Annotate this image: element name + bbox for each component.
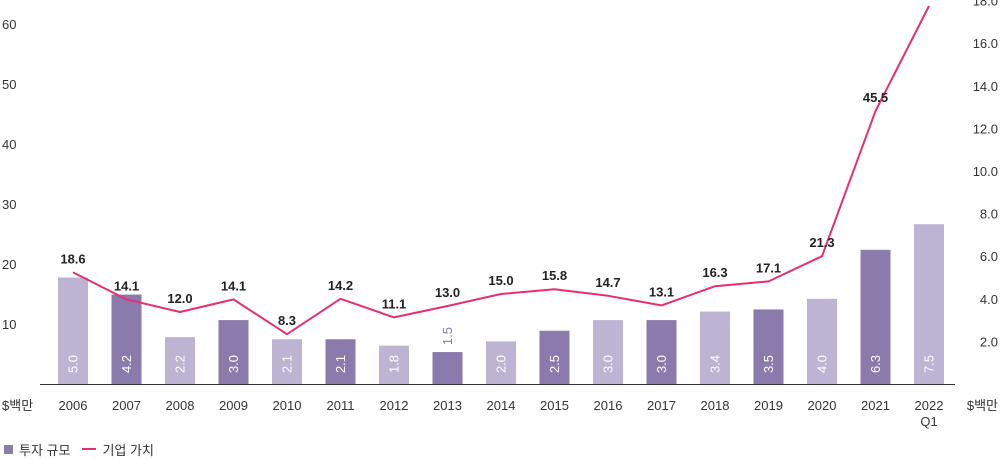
line-value-label: 16.3 <box>702 265 727 280</box>
category-label: 2009 <box>219 398 248 413</box>
line-value-label: 14.1 <box>114 278 139 293</box>
category-label: Q1 <box>920 414 937 429</box>
bar <box>539 330 570 384</box>
right-axis-tick-label: 18.0 <box>973 0 998 9</box>
category-label: 2008 <box>166 398 195 413</box>
line-value-label: 11.1 <box>382 296 407 311</box>
category-label: 2011 <box>327 398 355 413</box>
bar-value-label: 1.8 <box>387 355 402 373</box>
bar <box>379 345 409 384</box>
bar-value-label: 2.1 <box>280 355 295 373</box>
bar <box>58 277 88 384</box>
left-axis-tick-label: 60 <box>2 17 16 32</box>
right-axis-tick-label: 8.0 <box>980 207 998 222</box>
right-axis-tick-label: 10.0 <box>973 164 998 179</box>
right-axis-unit: $백만 <box>967 398 998 413</box>
bar <box>700 311 730 384</box>
category-label: 2014 <box>487 398 516 413</box>
bar-value-label: 2.1 <box>333 355 348 373</box>
bar <box>914 224 944 384</box>
line-value-label: 14.2 <box>328 278 353 293</box>
legend: 투자 규모 기업 가치 <box>4 442 154 458</box>
left-axis-unit: $백만 <box>2 398 33 413</box>
category-label: 2010 <box>273 398 302 413</box>
left-axis-tick-label: 10 <box>2 317 16 332</box>
bar-value-label: 4.2 <box>119 355 134 373</box>
left-axis-tick-label: 20 <box>2 257 16 272</box>
bar <box>165 337 195 384</box>
chart: 102030405060702.04.06.08.010.012.014.016… <box>2 0 998 429</box>
line-value-label: 12.0 <box>167 291 192 306</box>
legend-bar-swatch <box>4 444 13 454</box>
right-axis-tick-label: 14.0 <box>973 79 998 94</box>
legend-line-swatch <box>82 448 97 450</box>
left-axis-tick-label: 50 <box>2 77 16 92</box>
bar <box>753 309 784 384</box>
category-label: 2007 <box>112 398 141 413</box>
left-axis-tick-label: 40 <box>2 137 16 152</box>
category-label: 2016 <box>594 398 623 413</box>
bar <box>272 339 302 384</box>
category-label: 2019 <box>754 398 783 413</box>
line-value-label: 17.1 <box>756 260 781 275</box>
right-axis-tick-label: 6.0 <box>980 249 998 264</box>
bar-value-label: 2.0 <box>494 355 509 373</box>
line-value-label: 14.1 <box>221 278 246 293</box>
right-axis-tick-label: 4.0 <box>980 292 998 307</box>
left-axis-tick-label: 30 <box>2 197 16 212</box>
line-value-label: 21.3 <box>809 235 834 250</box>
bar <box>111 294 142 384</box>
bar-value-label: 2.2 <box>173 355 188 373</box>
line-value-label: 15.0 <box>488 273 513 288</box>
bar-value-label: 3.4 <box>708 355 723 373</box>
category-label: 2022 <box>915 398 944 413</box>
category-label: 2012 <box>380 398 409 413</box>
category-label: 2020 <box>808 398 837 413</box>
category-label: 2018 <box>701 398 730 413</box>
line-series <box>72 5 930 336</box>
category-label: 2015 <box>540 398 569 413</box>
bar <box>860 249 891 384</box>
bar <box>432 352 463 384</box>
bar <box>486 341 516 384</box>
bar <box>325 339 356 384</box>
bar-value-label: 5.0 <box>66 355 81 373</box>
bar-value-label: 2.5 <box>547 355 562 373</box>
right-axis-tick-label: 2.0 <box>980 334 998 349</box>
line-value-label: 45.5 <box>863 90 888 105</box>
category-label: 2006 <box>59 398 88 413</box>
right-axis-tick-label: 16.0 <box>973 36 998 51</box>
bar-value-label: 3.0 <box>654 355 669 373</box>
bar <box>807 298 837 384</box>
bar-value-label: 7.5 <box>922 355 937 373</box>
bar-value-label: 3.5 <box>761 355 776 373</box>
bar <box>646 320 677 384</box>
legend-bar-label: 투자 규모 <box>19 442 71 458</box>
bar <box>218 320 249 384</box>
line-value-label: 13.0 <box>435 285 460 300</box>
legend-line-label: 기업 가치 <box>102 442 154 458</box>
category-label: 2017 <box>647 398 676 413</box>
bar-value-label: 6.3 <box>868 355 883 373</box>
bar-value-label: 4.0 <box>815 355 830 373</box>
line-value-label: 15.8 <box>542 268 567 283</box>
category-label: 2013 <box>433 398 462 413</box>
right-axis-tick-label: 12.0 <box>973 121 998 136</box>
line-value-label: 14.7 <box>595 275 620 290</box>
bar-value-label: 3.0 <box>226 355 241 373</box>
line-value-label: 13.1 <box>649 284 674 299</box>
bar-value-label: 3.0 <box>601 355 616 373</box>
category-label: 2021 <box>861 398 890 413</box>
bar <box>593 320 623 384</box>
line-value-label: 18.6 <box>60 251 85 266</box>
line-value-label: 8.3 <box>278 313 296 328</box>
bar-value-label: 1.5 <box>440 327 455 345</box>
